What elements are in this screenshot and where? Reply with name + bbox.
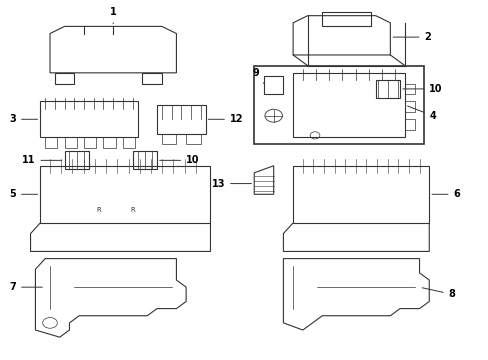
- Text: 9: 9: [252, 68, 264, 84]
- Bar: [40, 166, 210, 223]
- Bar: [404, 119, 414, 130]
- Text: 1: 1: [110, 7, 116, 24]
- Text: R: R: [130, 207, 135, 213]
- Text: 4: 4: [407, 106, 435, 121]
- Bar: [404, 84, 414, 94]
- Bar: [292, 166, 428, 223]
- Bar: [64, 152, 89, 169]
- Bar: [322, 12, 370, 26]
- Bar: [186, 134, 201, 144]
- Bar: [40, 102, 137, 137]
- Bar: [142, 73, 162, 84]
- Bar: [404, 102, 414, 112]
- Bar: [45, 137, 57, 148]
- Bar: [55, 73, 74, 84]
- Text: 3: 3: [9, 114, 38, 124]
- Bar: [375, 80, 399, 98]
- Bar: [254, 66, 424, 144]
- Bar: [84, 137, 96, 148]
- Text: 7: 7: [9, 282, 42, 292]
- Text: 2: 2: [392, 32, 430, 42]
- Text: R: R: [96, 207, 101, 213]
- Bar: [64, 137, 77, 148]
- Text: 10: 10: [160, 156, 199, 165]
- Text: 5: 5: [9, 189, 38, 199]
- Bar: [162, 134, 176, 144]
- Text: 6: 6: [431, 189, 459, 199]
- Text: 10: 10: [402, 84, 442, 94]
- Bar: [264, 76, 283, 94]
- Text: 11: 11: [22, 156, 61, 165]
- Bar: [132, 152, 157, 169]
- Text: 8: 8: [422, 288, 455, 299]
- Bar: [122, 137, 135, 148]
- Bar: [103, 137, 116, 148]
- Bar: [157, 105, 205, 134]
- Text: 13: 13: [211, 179, 251, 189]
- Bar: [292, 73, 404, 137]
- Text: 12: 12: [208, 114, 243, 124]
